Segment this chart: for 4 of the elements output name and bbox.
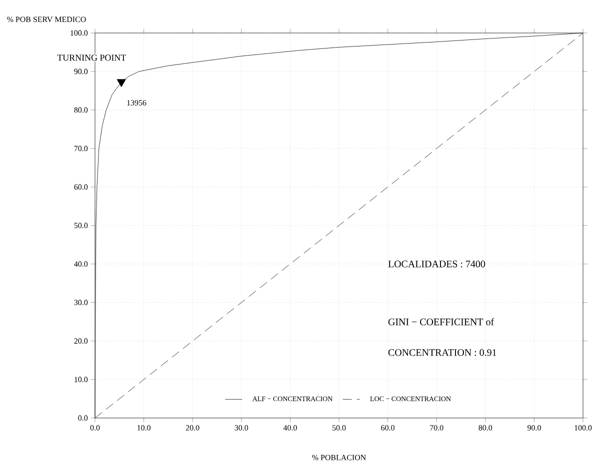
annotation: TURNING POINT (57, 54, 126, 61)
annotation: LOCALIDADES : 7400 (388, 260, 486, 268)
annotation: GINI − COEFFICIENT of (388, 318, 494, 326)
annotation: CONCENTRATION : 0.91 (388, 349, 496, 356)
